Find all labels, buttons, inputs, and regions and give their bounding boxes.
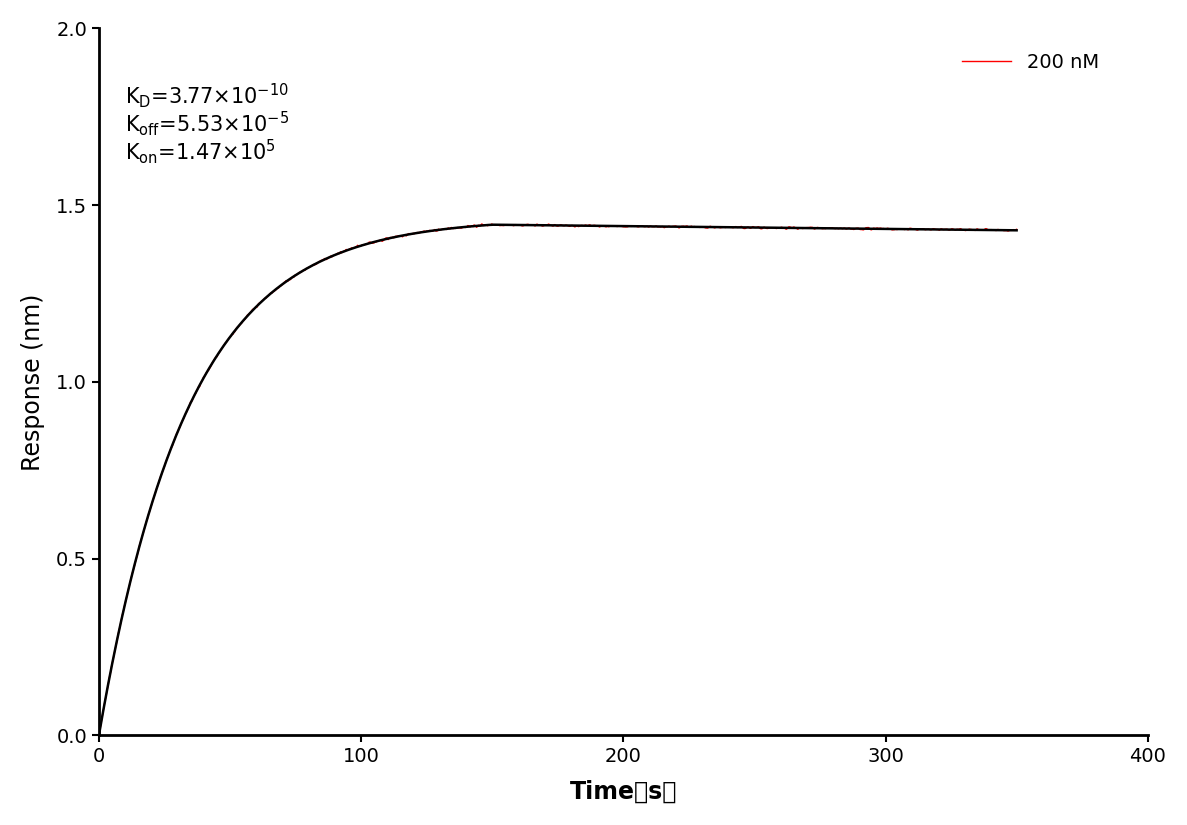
Text: K$_\mathrm{D}$=3.77×10$^{-10}$: K$_\mathrm{D}$=3.77×10$^{-10}$ — [125, 81, 288, 110]
200 nM — [348, 243, 362, 252]
200 nM — [1009, 224, 1023, 234]
Legend: 200 nM: 200 nM — [954, 45, 1106, 80]
200 nM — [180, 406, 195, 416]
X-axis label: Time（s）: Time（s） — [570, 780, 677, 804]
200 nM — [91, 730, 106, 740]
Text: K$_\mathrm{on}$=1.47×10$^{5}$: K$_\mathrm{on}$=1.47×10$^{5}$ — [125, 138, 277, 167]
200 nM — [369, 237, 383, 247]
200 nM — [123, 575, 138, 585]
200 nM — [475, 219, 489, 229]
Text: K$_\mathrm{off}$=5.53×10$^{-5}$: K$_\mathrm{off}$=5.53×10$^{-5}$ — [125, 110, 290, 139]
200 nM — [750, 222, 764, 232]
200 nM — [243, 308, 258, 318]
Line: 200 nM: 200 nM — [99, 224, 1016, 735]
Y-axis label: Response (nm): Response (nm) — [21, 293, 45, 470]
